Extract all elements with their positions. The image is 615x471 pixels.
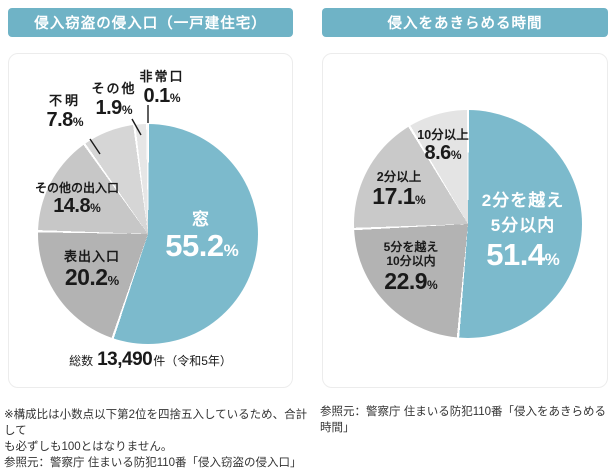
slice-label-2to5min: 2分を越え 5分以内 51.4%: [481, 191, 565, 273]
footnote-entry-points: ※構成比は小数点以下第2位を四捨五入しているため、合計して も必ずしも100とは…: [4, 407, 316, 471]
slice-label-over-10min: 10分以上 8.6%: [417, 128, 469, 164]
total-label: 総数: [69, 354, 94, 368]
slice-label-unknown: 不明 7.8%: [46, 93, 84, 131]
chart-card-give-up-time: 2分を越え 5分以内 51.4% 5分を越え 10分以内 22.9% 2分以上 …: [322, 53, 608, 388]
panel-burglary-entry-points: 侵入窃盗の侵入口（一戸建住宅） 窓 55.2% 表出入口 20.2% その他の出…: [8, 8, 293, 388]
panel-give-up-time: 侵入をあきらめる時間 2分を越え 5分以内 51.4% 5分を越え 10分以内 …: [322, 8, 608, 388]
slice-label-emergency-exit: 非常口 0.1%: [139, 69, 185, 107]
slice-label-other: その他 1.9%: [91, 81, 137, 119]
footnote-give-up-time: 参照元：警察庁 住まいる防犯110番「侵入をあきらめる時間」: [320, 404, 612, 436]
slice-label-5to10min: 5分を越え 10分以内 22.9%: [383, 240, 439, 294]
footnote-note-line2: も必ずしも100とはなりません。: [4, 441, 173, 453]
footnote-source-left: 参照元：警察庁 住まいる防犯110番「侵入窃盗の侵入口」: [4, 457, 302, 469]
pie-chart-entry-points: [38, 124, 258, 344]
slice-label-front-door: 表出入口 20.2%: [63, 249, 120, 290]
slice-label-window: 窓 55.2%: [165, 210, 239, 264]
total-suffix: 件（令和5年）: [153, 354, 232, 368]
footnote-note-line1: ※構成比は小数点以下第2位を四捨五入しているため、合計して: [4, 409, 308, 437]
total-count: 総数 13,490件（令和5年）: [9, 349, 292, 371]
total-value: 13,490: [97, 349, 153, 370]
slice-label-other-entrances: その他の出入口 14.8%: [34, 181, 119, 218]
slice-label-over-2min: 2分以上 17.1%: [372, 170, 426, 209]
panel-title-entry-points: 侵入窃盗の侵入口（一戸建住宅）: [8, 8, 293, 37]
panel-title-give-up-time: 侵入をあきらめる時間: [322, 8, 608, 37]
pie-chart-give-up-time: [354, 110, 582, 338]
footnote-source-right: 参照元：警察庁 住まいる防犯110番「侵入をあきらめる時間」: [320, 406, 607, 434]
chart-card-entry-points: 窓 55.2% 表出入口 20.2% その他の出入口 14.8% 不明 7.8%…: [8, 53, 293, 388]
